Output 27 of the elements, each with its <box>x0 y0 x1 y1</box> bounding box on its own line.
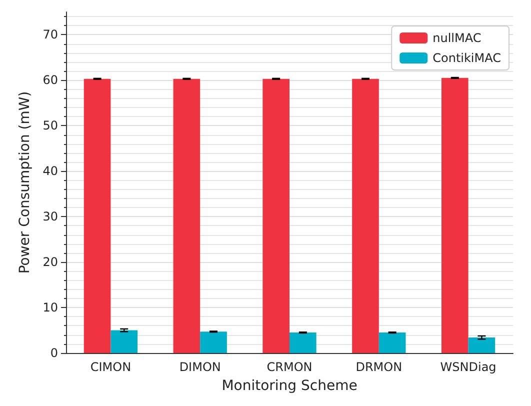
bar <box>378 332 406 353</box>
bar <box>110 330 138 353</box>
bar <box>84 78 111 353</box>
bar <box>173 78 200 353</box>
y-tick-label: 60 <box>42 73 58 88</box>
x-tick-label: DRMON <box>356 360 402 374</box>
y-tick-label: 40 <box>42 164 58 178</box>
bar <box>468 338 496 353</box>
bar <box>262 78 290 353</box>
y-axis-title: Power Consumption (mW) <box>16 91 33 274</box>
x-tick-label: CRMON <box>266 360 312 374</box>
x-axis-title: Monitoring Scheme <box>222 378 358 394</box>
x-tick-label: WSNDiag <box>440 360 496 374</box>
y-tick-label: 20 <box>42 255 58 270</box>
legend-label: ContikiMAC <box>432 51 502 65</box>
y-tick-label: 50 <box>42 118 58 133</box>
x-tick-label: DIMON <box>179 360 221 374</box>
x-tick-label: CIMON <box>90 360 132 374</box>
y-tick-label: 0 <box>50 346 58 360</box>
y-tick-label: 70 <box>42 28 58 42</box>
legend-label: nullMAC <box>432 31 482 45</box>
bar <box>200 332 227 353</box>
bar <box>290 332 316 353</box>
bar <box>441 78 468 353</box>
bar <box>352 78 379 353</box>
y-tick-label: 10 <box>42 300 58 315</box>
y-tick-label: 30 <box>42 210 58 224</box>
